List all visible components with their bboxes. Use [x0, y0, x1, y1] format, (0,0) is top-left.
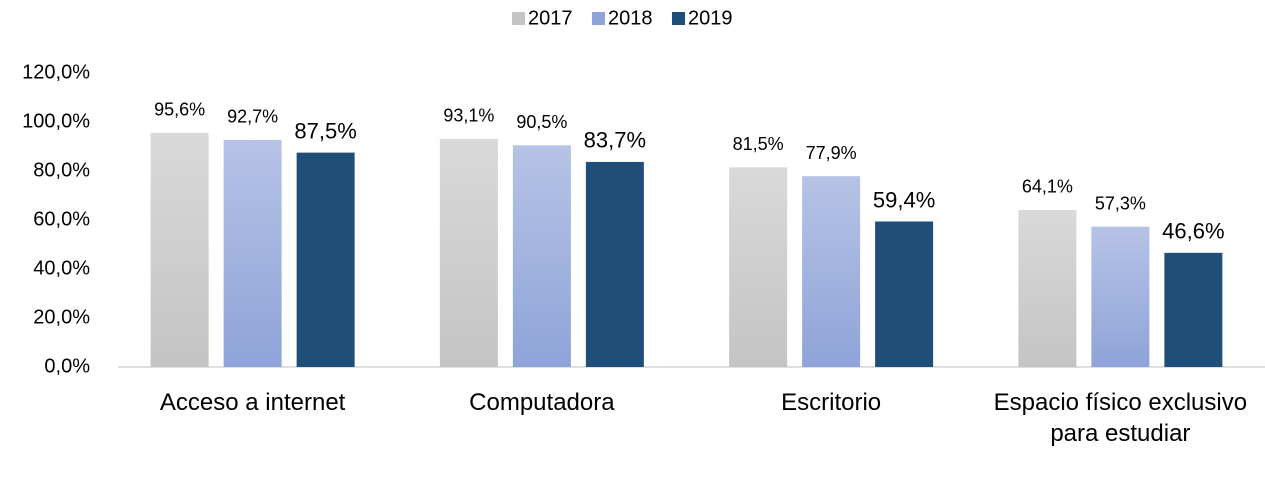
bar [875, 221, 934, 367]
y-tick-label: 100,0% [22, 110, 90, 132]
x-tick-label: Escritorio [781, 389, 882, 416]
value-label: 92,7% [227, 107, 278, 127]
y-tick-label: 20,0% [33, 306, 90, 328]
y-tick-label: 0,0% [44, 355, 90, 377]
bar [1018, 209, 1077, 367]
legend-swatch [592, 12, 605, 25]
value-label: 81,5% [733, 134, 784, 154]
bar [512, 145, 571, 367]
legend-swatch [512, 12, 525, 25]
value-label: 46,6% [1162, 219, 1224, 244]
bar [585, 161, 644, 367]
legend-label: 2017 [528, 7, 573, 29]
value-label: 90,5% [516, 112, 567, 132]
y-tick-label: 80,0% [33, 159, 90, 181]
value-label: 77,9% [806, 143, 857, 163]
x-tick-label: Acceso a internet [159, 389, 346, 416]
bar [439, 138, 498, 367]
legend-label: 2019 [688, 7, 733, 29]
value-label: 95,6% [154, 100, 205, 120]
bar [802, 176, 861, 367]
bar [1091, 226, 1150, 367]
value-label: 59,4% [873, 187, 935, 212]
value-label: 93,1% [443, 106, 494, 126]
bar [296, 152, 355, 367]
y-tick-label: 40,0% [33, 257, 90, 279]
y-tick-label: 60,0% [33, 208, 90, 230]
x-tick-label: Espacio físico exclusivo para estudiar [993, 389, 1248, 447]
bar [729, 167, 788, 367]
x-tick-label: Computadora [469, 389, 615, 416]
bar [223, 139, 282, 367]
value-label: 64,1% [1022, 177, 1073, 197]
bar [1164, 252, 1223, 367]
bar [150, 132, 209, 367]
legend-label: 2018 [608, 7, 653, 29]
value-label: 83,7% [584, 128, 646, 153]
legend-swatch [672, 12, 685, 25]
value-label: 57,3% [1095, 193, 1146, 213]
y-tick-label: 120,0% [22, 61, 90, 83]
value-label: 87,5% [294, 118, 356, 143]
